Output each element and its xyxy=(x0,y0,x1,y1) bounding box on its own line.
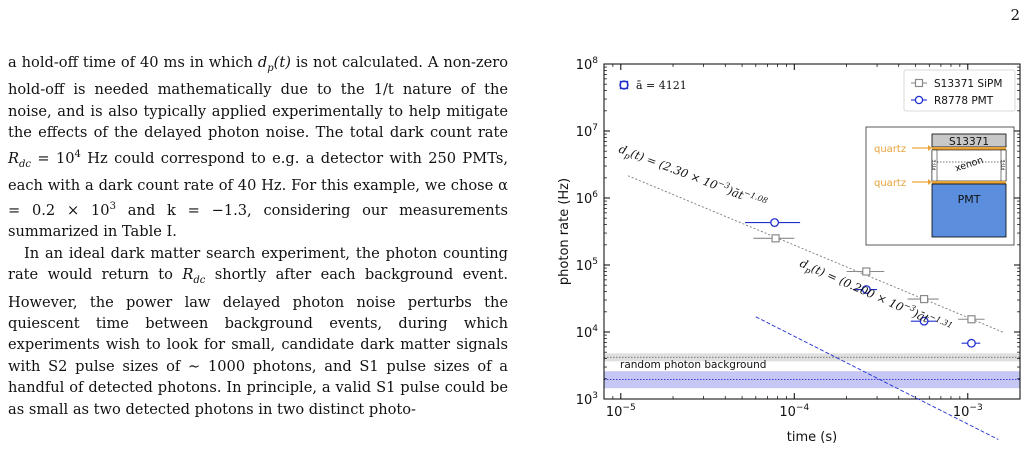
math-dp-argument: (t) xyxy=(273,54,291,71)
quartz-bottom-label: quartz xyxy=(874,178,906,189)
math-rdc-subscript: dc xyxy=(193,275,206,287)
text-fragment: In an ideal dark matter search experimen… xyxy=(8,244,508,284)
pmt-box xyxy=(931,183,1007,238)
abar-marker-square xyxy=(619,80,629,90)
data-point-pmt xyxy=(770,218,780,228)
plot-frame xyxy=(603,63,1021,400)
legend-entry: R8778 PMT xyxy=(934,95,994,107)
abar-annotation: ā = 4121 xyxy=(636,79,687,92)
page-number: 2 xyxy=(1010,6,1020,24)
quartz-bottom-layer xyxy=(932,181,1006,184)
legend-marker-square xyxy=(914,78,924,88)
text-fragment: Hz could correspond to e.g. a detector w… xyxy=(8,149,508,219)
y-tick-label: 103 xyxy=(576,391,598,408)
x-tick-label: 10−3 xyxy=(953,403,983,420)
y-tick-label: 106 xyxy=(576,190,599,207)
math-dp-subscript: p xyxy=(267,62,274,74)
legend-entry: S13371 SiPM xyxy=(934,78,1002,90)
data-point-sipm xyxy=(862,267,871,276)
text-fragment: is not calculated. A non-zero hold-off i… xyxy=(8,54,508,142)
math-superscript: 3 xyxy=(109,201,116,213)
xenon-cell xyxy=(931,149,1007,182)
fit-line-pmt xyxy=(755,316,999,440)
sipm-label: S13371 xyxy=(949,136,989,148)
text-fragment: a hold-off time of 40 ms in which xyxy=(8,54,258,71)
quartz-top-label: quartz xyxy=(874,144,906,155)
quartz-top-layer xyxy=(932,147,1006,150)
body-text-column: a hold-off time of 40 ms in which dp(t) … xyxy=(8,52,508,420)
fit-label-sipm: dp(t) = (2.30 × 10−3)āt−1.08 xyxy=(616,141,769,213)
math-dp: d xyxy=(257,54,268,71)
abar-marker-circle xyxy=(619,80,629,90)
legend-box xyxy=(903,69,1016,112)
paragraph-2: In an ideal dark matter search experimen… xyxy=(8,243,508,420)
data-point-sipm xyxy=(919,294,929,304)
y-tick-label: 108 xyxy=(576,56,599,73)
data-point-pmt xyxy=(861,285,871,295)
text-fragment: = 10 xyxy=(31,149,75,167)
y-tick-label: 107 xyxy=(576,123,598,140)
data-point-pmt xyxy=(919,316,929,326)
data-point-sipm xyxy=(771,234,780,243)
x-axis-label: time (s) xyxy=(787,430,837,445)
y-tick-label: 105 xyxy=(576,257,598,274)
photon-rate-chart: random photon background 10−5 10−4 10−3 103 1… xyxy=(557,56,1021,445)
quartz-top-arrowhead xyxy=(928,145,932,151)
data-point-pmt xyxy=(967,338,976,348)
x-tick-label: 10−4 xyxy=(779,403,809,420)
background-label: random photon background xyxy=(620,359,766,371)
ptfe-right-label: PTFE xyxy=(1001,159,1007,170)
y-tick-label: 104 xyxy=(576,324,599,341)
math-rdc: R xyxy=(182,266,194,284)
quartz-bottom-arrowhead xyxy=(928,179,932,185)
data-point-sipm xyxy=(967,315,976,324)
legend: S13371 SiPM R8778 PMT xyxy=(903,69,1016,112)
x-tick-label: 10−5 xyxy=(606,403,636,420)
text-fragment: and k = −1.3, considering our measuremen… xyxy=(8,201,508,241)
math-rdc-subscript: dc xyxy=(19,158,32,170)
legend-marker-circle xyxy=(914,95,924,105)
figure-photon-rate: random photon background 10−5 10−4 10−3 103 1… xyxy=(532,40,1032,453)
text-fragment: shortly after each background event. How… xyxy=(8,266,508,418)
y-axis-label: photon rate (Hz) xyxy=(557,178,572,285)
fit-label-pmt: dp(t) = (0.200 × 10−3)āt−1.31 xyxy=(797,255,954,337)
paragraph-1: a hold-off time of 40 ms in which dp(t) … xyxy=(8,52,508,243)
math-rdc: R xyxy=(8,149,19,167)
math-superscript: 4 xyxy=(74,148,81,160)
ptfe-left-label: PTFE xyxy=(932,159,938,170)
pmt-label: PMT xyxy=(958,193,981,206)
